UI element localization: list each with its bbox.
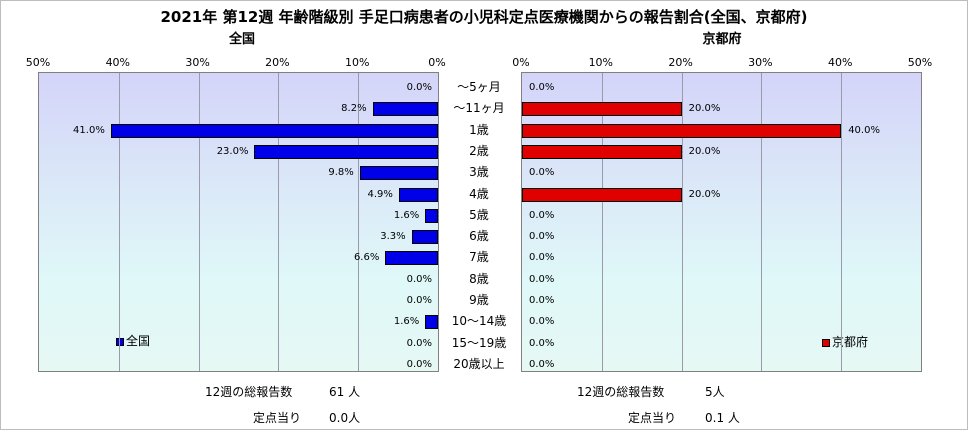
age-category-label: 6歳	[469, 229, 489, 244]
kyoto-value-label: 0.0%	[529, 358, 555, 370]
kyoto-legend: 京都府	[822, 335, 868, 349]
kyoto-per-point-label: 定点当り	[628, 411, 677, 425]
age-category-label: ～5ヶ月	[457, 80, 501, 94]
kyoto-value-label: 40.0%	[848, 124, 880, 136]
national-tick-label: 50%	[25, 56, 51, 69]
age-category-label: 10～14歳	[451, 314, 507, 329]
national-value-label: 8.2%	[341, 103, 367, 115]
national-total-value: 61 人	[329, 385, 361, 399]
national-value-label: 0.0%	[406, 337, 432, 349]
kyoto-value-label: 0.0%	[529, 82, 555, 93]
national-tick-label: 30%	[185, 56, 210, 69]
kyoto-value-label: 0.0%	[529, 252, 555, 264]
kyoto-total-value: 5人	[705, 385, 725, 399]
national-value-label: 0.0%	[406, 273, 432, 285]
age-category-label: 1歳	[469, 122, 489, 137]
national-value-label: 23.0%	[216, 145, 249, 157]
national-value-label: 1.6%	[393, 316, 420, 328]
national-value-label: 0.0%	[406, 295, 432, 306]
national-gridline	[118, 73, 120, 371]
kyoto-per-point-value: 0.1 人	[705, 411, 740, 425]
kyoto-value-label: 20.0%	[688, 188, 721, 200]
national-bar	[110, 123, 438, 138]
age-category-label: 15～19歳	[451, 335, 507, 350]
kyoto-value-label: 20.0%	[688, 103, 721, 115]
kyoto-tick-label: 10%	[588, 56, 614, 69]
national-bar	[359, 166, 438, 181]
kyoto-tick-label: 40%	[827, 56, 853, 69]
chart-title: 2021年 第12週 年齢階級別 手足口病患者の小児科定点医療機関からの報告割合…	[160, 8, 808, 26]
national-bar	[398, 187, 438, 202]
kyoto-gridline	[761, 73, 763, 371]
kyoto-value-label: 20.0%	[688, 145, 721, 157]
kyoto-gridline	[681, 73, 683, 371]
national-bar	[372, 102, 438, 117]
national-tick-label: 10%	[344, 56, 370, 69]
age-category-label: 9歳	[469, 293, 489, 307]
age-category-label: 3歳	[469, 165, 489, 180]
national-value-label: 4.9%	[367, 188, 393, 200]
kyoto-tick-label: 0%	[512, 56, 530, 69]
national-bar	[254, 144, 438, 159]
national-gridline	[198, 73, 200, 371]
age-category-label: 5歳	[469, 207, 489, 222]
national-gridline	[358, 73, 360, 371]
kyoto-plot-area: 京都府 0.0% 20.0% 40.0% 20.0% 0.0% 20.0% 0.0% 0.0%…	[521, 72, 922, 372]
kyoto-tick-label: 30%	[748, 56, 773, 69]
kyoto-bar	[522, 102, 682, 117]
national-value-label: 41.0%	[73, 124, 105, 136]
national-per-point-label: 定点当り	[253, 411, 302, 425]
national-gridline	[278, 73, 280, 371]
kyoto-panel-title: 京都府	[702, 32, 742, 47]
national-value-label: 0.0%	[406, 82, 432, 93]
kyoto-bar	[522, 187, 682, 202]
national-bar	[425, 315, 438, 330]
age-category-label: ～11ヶ月	[453, 101, 505, 116]
age-category-label: 20歳以上	[453, 356, 505, 371]
age-category-label: 7歳	[469, 250, 489, 265]
national-total-label: 12週の総報告数	[205, 385, 293, 399]
age-category-label: 4歳	[469, 186, 489, 201]
national-legend-label: 全国	[126, 334, 151, 348]
national-per-point-value: 0.0人	[329, 411, 361, 425]
legend-swatch-blue-icon	[116, 337, 124, 346]
kyoto-gridline	[841, 73, 843, 371]
kyoto-value-label: 0.0%	[529, 167, 555, 179]
national-value-label: 3.3%	[380, 231, 406, 243]
kyoto-value-label: 0.0%	[529, 337, 555, 349]
national-value-label: 1.6%	[393, 209, 420, 221]
kyoto-bar	[522, 123, 842, 138]
national-tick-label: 0%	[428, 56, 446, 69]
national-panel-title: 全国	[228, 32, 255, 47]
kyoto-value-label: 0.0%	[529, 273, 555, 285]
kyoto-total-label: 12週の総報告数	[577, 385, 665, 399]
national-bar	[425, 208, 438, 223]
kyoto-value-label: 0.0%	[529, 231, 555, 243]
kyoto-gridline	[601, 73, 603, 371]
kyoto-value-label: 0.0%	[529, 316, 555, 328]
kyoto-bar	[522, 144, 682, 159]
age-category-label: 2歳	[469, 143, 489, 158]
national-value-label: 9.8%	[328, 167, 354, 179]
national-legend: 全国	[116, 334, 150, 348]
national-tick-label: 40%	[105, 56, 131, 69]
kyoto-value-label: 0.0%	[529, 295, 555, 306]
age-category-label: 8歳	[469, 271, 489, 286]
kyoto-legend-label: 京都府	[832, 335, 869, 349]
national-bar	[385, 251, 438, 266]
kyoto-value-label: 0.0%	[529, 209, 555, 221]
national-value-label: 6.6%	[353, 252, 380, 264]
kyoto-tick-label: 20%	[668, 56, 693, 69]
national-plot-area: 全国 0.0% 8.2% 41.0% 23.0% 9.8% 4.9% 1.6% 3.3% 6.6…	[38, 72, 439, 372]
legend-swatch-red-icon	[822, 338, 830, 347]
national-bar	[411, 230, 438, 245]
national-tick-label: 20%	[265, 56, 290, 69]
national-value-label: 0.0%	[406, 358, 432, 370]
kyoto-tick-label: 50%	[907, 56, 933, 69]
